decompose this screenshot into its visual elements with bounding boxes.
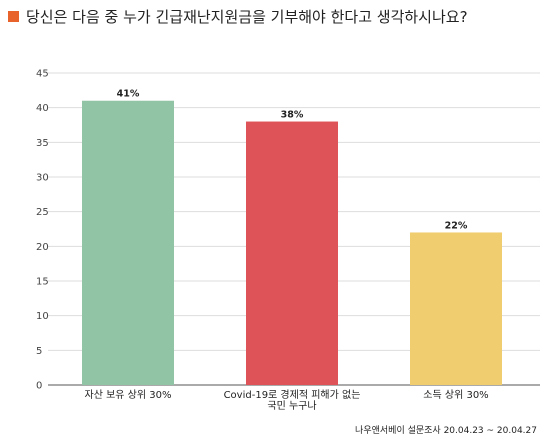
y-tick-label: 25 [36,207,49,218]
x-tick-label: 국민 누구나 [267,400,316,412]
y-tick-label: 30 [36,173,49,184]
x-tick-label: Covid-19로 경제적 피해가 없는 [224,388,361,401]
x-tick-label: 자산 보유 상위 30% [85,388,172,401]
y-tick-label: 0 [36,381,42,392]
bar [82,100,174,385]
x-tick-label: 소득 상위 30% [423,388,488,401]
chart-title: 당신은 다음 중 누가 긴급재난지원금을 기부해야 한다고 생각하시나요? [26,8,468,26]
y-tick-label: 5 [36,346,42,357]
bar [410,232,502,385]
data-label: 38% [281,110,304,121]
y-tick-label: 15 [36,277,49,288]
y-tick-label: 20 [36,242,49,253]
title-marker-icon [8,11,19,22]
y-tick-label: 45 [36,69,49,80]
chart-title-row: 당신은 다음 중 누가 긴급재난지원금을 기부해야 한다고 생각하시나요? [8,6,468,27]
y-tick-label: 35 [36,138,49,149]
y-tick-label: 10 [36,311,49,322]
source-note: 나우앤서베이 설문조사 20.04.23 ~ 20.04.27 [355,426,537,436]
data-label: 22% [445,220,468,231]
bar [246,121,338,386]
data-label: 41% [117,89,140,100]
y-tick-label: 40 [36,103,49,114]
